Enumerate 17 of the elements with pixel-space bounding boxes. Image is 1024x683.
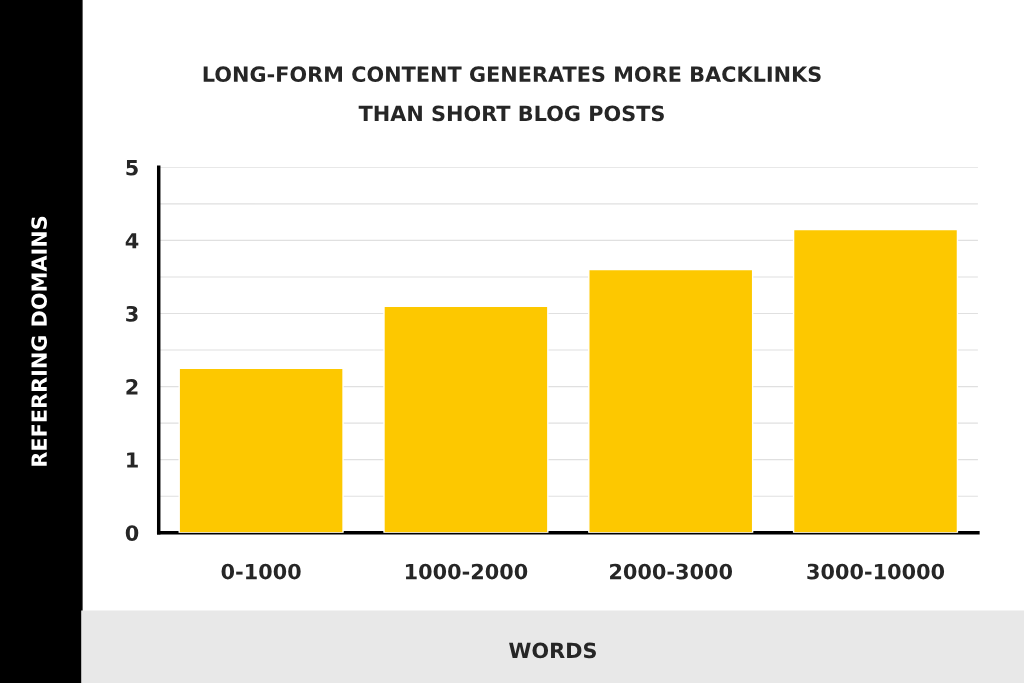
y-tick-label: 5 <box>126 160 138 176</box>
y-tick-label: 0 <box>125 525 139 541</box>
x-tick-label: 3000-10000 <box>807 563 945 580</box>
bar <box>178 367 344 533</box>
y-tick-label: 1 <box>127 452 138 468</box>
y-tick-label: 3 <box>126 305 138 322</box>
bar <box>383 305 549 533</box>
bar <box>588 268 754 533</box>
x-axis-title: WORDS <box>509 642 596 659</box>
x-tick-label: 1000-2000 <box>405 563 528 580</box>
y-tick-label: 2 <box>126 379 138 395</box>
x-tick-label: 2000-3000 <box>610 563 733 580</box>
bar <box>792 228 959 533</box>
x-tick-label: 0-1000 <box>221 563 301 580</box>
y-axis-title: REFERRING DOMAINS <box>31 216 47 466</box>
y-tick-label: 4 <box>125 233 139 249</box>
chart-title: LONG-FORM CONTENT GENERATES MORE BACKLINKS THAN SHORT BLOG POSTS <box>203 66 821 122</box>
